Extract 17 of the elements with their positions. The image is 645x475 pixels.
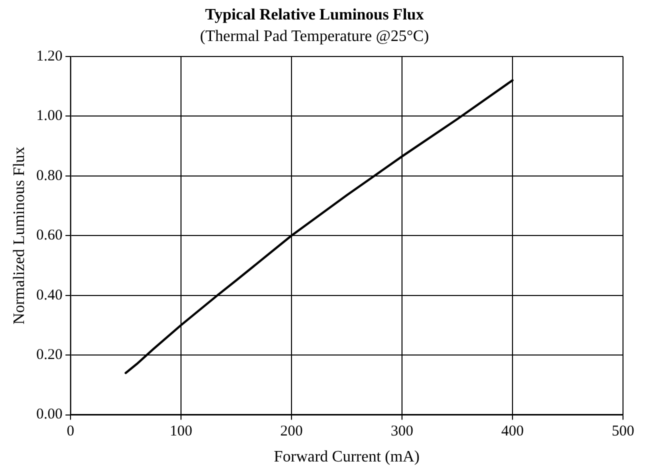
y-tick-label: 1.20 [36,48,62,64]
y-tick-label: 0.40 [36,287,62,304]
y-axis-title: Normalized Luminous Flux [10,146,28,324]
x-tick-label: 0 [66,424,74,440]
chart-subtitle: (Thermal Pad Temperature @25°C) [200,28,429,46]
x-tick-label: 500 [612,424,634,440]
x-tick-label: 100 [170,424,192,440]
chart-title: Typical Relative Luminous Flux [205,6,424,24]
x-tick-label: 300 [390,424,414,440]
y-tick-label: 0.80 [36,168,62,184]
y-tick-label: 0.00 [36,406,62,423]
y-tick-label: 0.20 [36,347,62,364]
x-tick-label: 200 [280,424,303,440]
x-axis-title: Forward Current (mA) [274,448,420,466]
y-tick-label: 1.00 [36,108,62,124]
y-tick-label: 0.60 [36,228,62,244]
x-tick-label: 400 [501,424,524,440]
